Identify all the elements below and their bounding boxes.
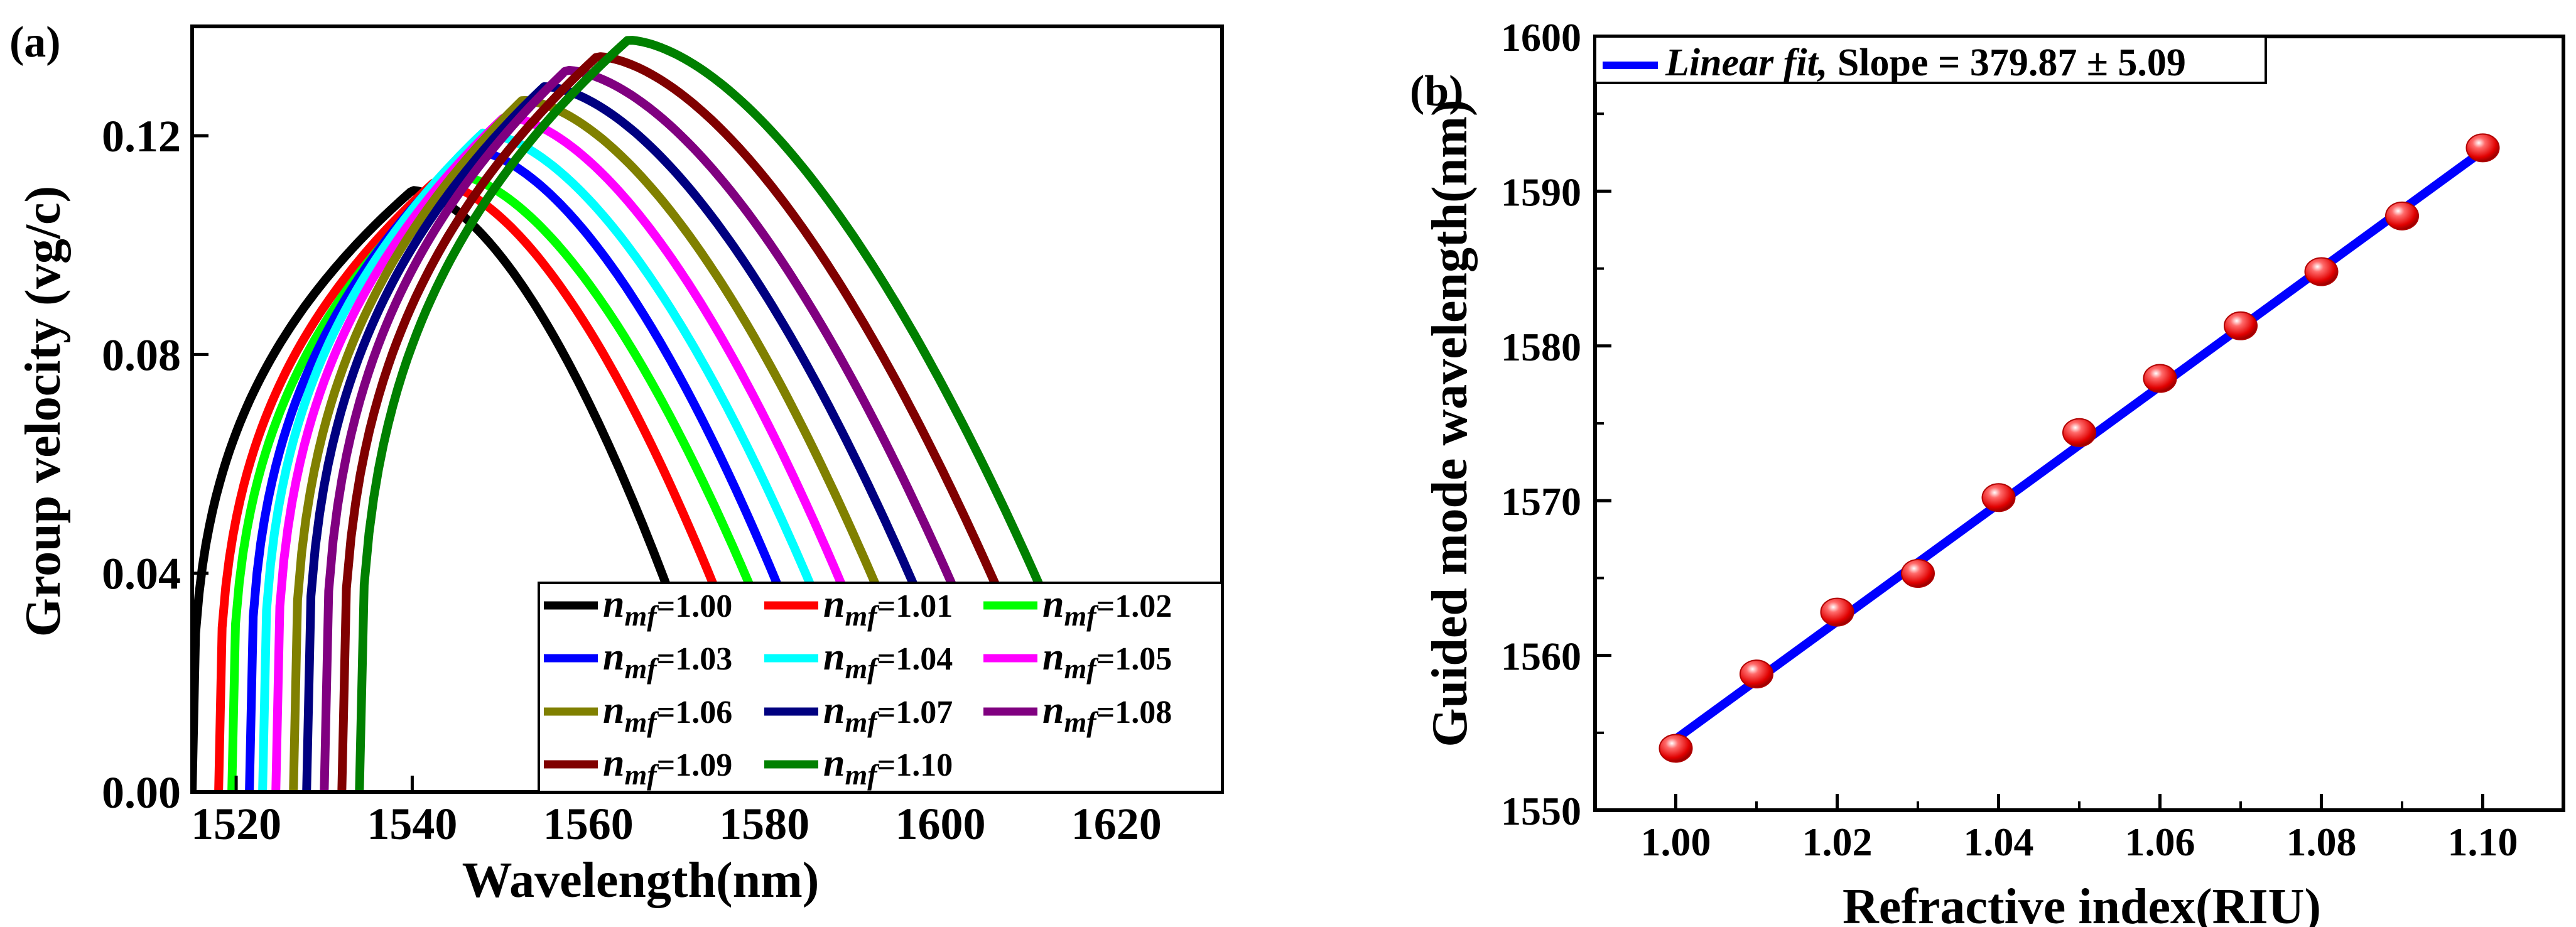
panel-b-label: (b) — [1410, 67, 1464, 116]
series-line-1 — [214, 178, 795, 792]
series-line-10 — [355, 36, 1130, 792]
series-line-6 — [289, 95, 963, 792]
legend-label-6: nmf=1.06 — [603, 689, 732, 738]
data-point-3 — [1901, 559, 1935, 588]
panel-a-legend: nmf=1.00 nmf=1.01 nmf=1.02 nmf=1.03 nmf=1.04… — [538, 582, 1223, 793]
legend-label-0: nmf=1.00 — [603, 583, 732, 632]
series-line-2 — [227, 170, 835, 792]
y-tick-label: 1580 — [1501, 325, 1581, 369]
x-tick-label: 1520 — [191, 799, 281, 849]
x-tick-label: 1620 — [1071, 799, 1162, 849]
legend-label-8: nmf=1.08 — [1042, 689, 1172, 738]
x-tick-label: 1.00 — [1641, 820, 1711, 864]
y-tick-label: 1590 — [1501, 170, 1581, 214]
series-line-0 — [192, 186, 742, 792]
x-tick-label: 1600 — [895, 799, 985, 849]
legend-box — [538, 582, 1223, 793]
data-point-5 — [2062, 418, 2096, 447]
x-tick-label: 1.08 — [2286, 820, 2357, 864]
fit-legend-text: Linear fit, Slope = 379.87 ± 5.09 — [1665, 41, 2186, 84]
legend-label-4: nmf=1.04 — [823, 636, 953, 685]
x-tick-label: 1580 — [719, 799, 809, 849]
data-point-2 — [1820, 597, 1854, 627]
legend-label-3: nmf=1.03 — [603, 636, 732, 685]
y-tick-label: 0.08 — [102, 330, 181, 380]
legend-label-9: nmf=1.09 — [603, 742, 732, 791]
legend-label-7: nmf=1.07 — [823, 689, 953, 738]
x-tick-label: 1.10 — [2448, 820, 2518, 864]
y-tick-label: 1570 — [1501, 479, 1581, 524]
panel-a: (a) 1520 1540 1560 1580 1600 1620 0.00 0.04 0.08… — [9, 18, 1224, 908]
panel-a-ylabel: Group velocity (vg/c) — [16, 186, 71, 637]
data-point-10 — [2465, 133, 2500, 163]
legend-label-1: nmf=1.01 — [823, 583, 953, 632]
x-tick-label: 1.02 — [1802, 820, 1873, 864]
data-point-0 — [1659, 734, 1693, 763]
data-point-7 — [2224, 311, 2258, 340]
y-tick-label: 0.04 — [102, 549, 181, 599]
series-line-8 — [320, 65, 1042, 792]
series-line-9 — [337, 52, 1086, 792]
panel-b-xlabel: Refractive index(RIU) — [1843, 879, 2321, 927]
series-line-7 — [302, 82, 1002, 792]
data-point-8 — [2304, 257, 2339, 286]
data-point-9 — [2385, 201, 2419, 230]
y-tick-label: 0.12 — [102, 111, 181, 161]
panel-b-ylabel: Guided mode wavelength(nm) — [1422, 99, 1478, 747]
y-tick-label: 1550 — [1501, 789, 1581, 833]
panel-a-label: (a) — [9, 18, 61, 67]
legend-label-5: nmf=1.05 — [1042, 636, 1172, 685]
x-tick-label: 1.06 — [2125, 820, 2195, 864]
series-line-5 — [271, 112, 927, 792]
y-tick-label: 1600 — [1501, 15, 1581, 60]
panel-b-legend: Linear fit, Slope = 379.87 ± 5.09 — [1594, 35, 2267, 84]
y-tick-label: 1560 — [1501, 634, 1581, 679]
data-point-1 — [1740, 659, 1773, 689]
y-tick-label: 0.00 — [102, 767, 181, 818]
panel-a-xlabel: Wavelength(nm) — [462, 853, 820, 908]
panel-b: (b) 1.00 1.02 1.04 1.06 1.08 1.10 1550 1560 1570… — [1410, 15, 2565, 927]
x-tick-label: 1560 — [543, 799, 634, 849]
series-line-3 — [245, 144, 861, 792]
series-line-4 — [258, 128, 896, 792]
data-point-6 — [2143, 364, 2177, 393]
data-point-4 — [1981, 483, 2016, 512]
legend-label-2: nmf=1.02 — [1042, 583, 1172, 632]
x-tick-label: 1540 — [367, 799, 457, 849]
legend-label-10: nmf=1.10 — [823, 742, 953, 791]
x-tick-label: 1.04 — [1964, 820, 2034, 864]
fit-legend-box — [1594, 35, 2267, 84]
